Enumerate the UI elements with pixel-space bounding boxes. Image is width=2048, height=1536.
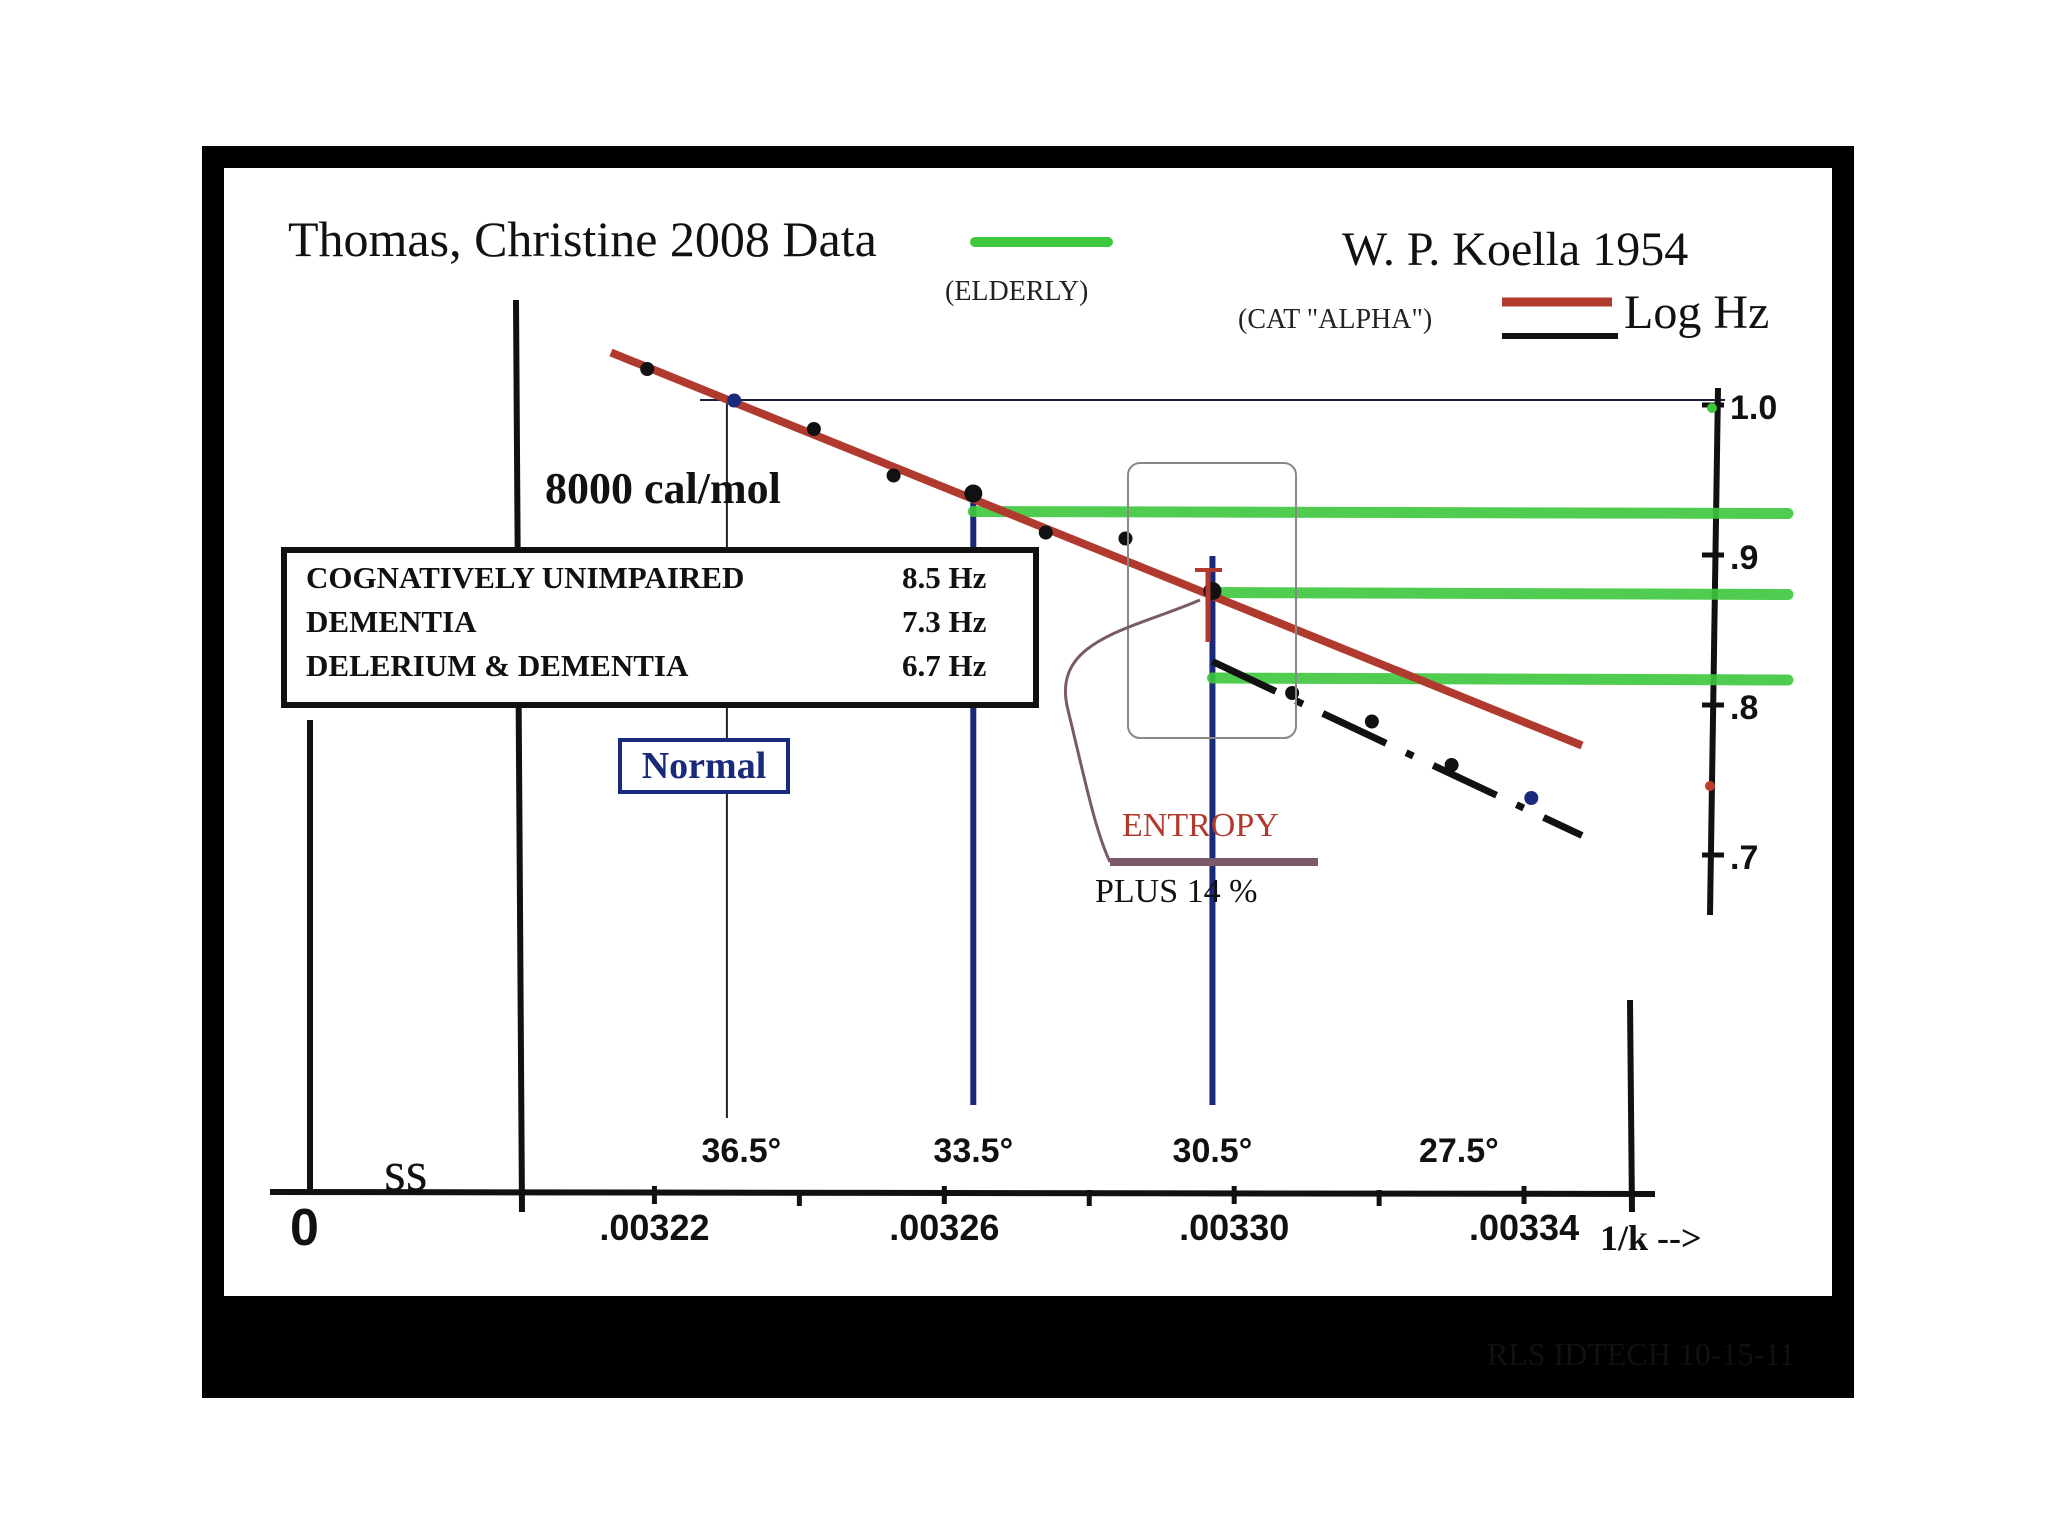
title-left-sub: (ELDERLY) <box>945 276 1088 307</box>
data-point <box>1444 758 1459 772</box>
legend-row-value: 6.7 Hz <box>902 648 987 683</box>
x-axis-label: 1/k --> <box>1600 1218 1702 1258</box>
y-axis-line <box>1707 387 1721 916</box>
temp-tick-label: 27.5° <box>1419 1132 1499 1170</box>
legend-box <box>281 547 1039 708</box>
y-ticks: 1.0 .9 .8 .7 <box>1702 389 1777 877</box>
x-tick-label: .00326 <box>889 1207 999 1248</box>
koella-regression-line <box>609 348 1584 750</box>
legend-rows: COGNATIVELY UNIMPAIRED 8.5 Hz DEMENTIA 7.3 … <box>306 560 987 683</box>
chart-panel <box>224 168 1832 1296</box>
entropy-label: ENTROPY <box>1122 807 1279 844</box>
y-axis-red-mark <box>1705 781 1715 791</box>
data-point <box>640 362 655 376</box>
axis-break-mark: ss <box>384 1141 428 1203</box>
data-point <box>1118 531 1133 546</box>
legend-row-value: 8.5 Hz <box>902 560 987 595</box>
origin-label: 0 <box>290 1199 319 1257</box>
series-lines <box>609 348 1584 839</box>
temp-tick-label: 36.5° <box>702 1132 782 1170</box>
normal-label: Normal <box>642 745 767 787</box>
y-tick-label: 1.0 <box>1730 389 1777 427</box>
green-level-lines <box>967 506 1794 686</box>
legend-row-label: DEMENTIA <box>306 604 477 639</box>
activation-energy-label: 8000 cal/mol <box>545 464 781 513</box>
data-point <box>964 484 983 503</box>
y-axis-label: Log Hz <box>1624 286 1769 339</box>
data-point <box>727 393 742 408</box>
normal-box <box>618 738 790 794</box>
legend-row-label: COGNATIVELY UNIMPAIRED <box>306 560 744 595</box>
x-axis-line <box>269 1189 1656 1197</box>
entropy-highlight-box <box>1127 462 1297 739</box>
elderly-dashdot-line <box>1210 658 1584 839</box>
entropy-connector <box>1064 598 1201 863</box>
data-point <box>1524 791 1539 805</box>
x-tick-label: .00322 <box>599 1207 709 1248</box>
green-level-line <box>1206 672 1794 686</box>
left-frame-line <box>513 299 525 1213</box>
data-point <box>1038 525 1053 540</box>
y-tick-label: .7 <box>1730 839 1758 877</box>
title-right-sub: (CAT "ALPHA") <box>1238 304 1432 335</box>
data-point <box>806 422 821 436</box>
x-tick-label: .00330 <box>1179 1207 1289 1248</box>
temperature-ticks: 36.5° 33.5° 30.5° 27.5° <box>702 1132 1499 1170</box>
legend-row-value: 7.3 Hz <box>902 604 987 639</box>
x-axis-end-line <box>1627 999 1635 1213</box>
data-point <box>1285 686 1300 700</box>
temp-tick-label: 30.5° <box>1173 1132 1253 1170</box>
x-tick-label: .00334 <box>1469 1207 1579 1248</box>
title-right: W. P. Koella 1954 <box>1342 223 1688 276</box>
green-level-line <box>1206 587 1794 600</box>
temp-tick-label: 33.5° <box>933 1132 1013 1170</box>
data-point <box>1364 714 1379 729</box>
x-ticks: .00322 .00326 .00330 .00334 <box>599 1186 1579 1248</box>
y-axis-green-mark <box>1707 403 1717 413</box>
legend-row-label: DELERIUM & DEMENTIA <box>306 648 689 683</box>
y-tick-label: .8 <box>1730 689 1758 727</box>
footer-divider <box>224 1296 1832 1306</box>
data-point <box>886 468 901 483</box>
green-level-line <box>967 506 1794 519</box>
y-tick-label: .9 <box>1730 539 1758 577</box>
footer-credit: RLS IDTECH 10-15-11 <box>1487 1336 1795 1372</box>
title-left: Thomas, Christine 2008 Data <box>288 211 877 267</box>
plus-label: PLUS 14 % <box>1095 873 1257 910</box>
